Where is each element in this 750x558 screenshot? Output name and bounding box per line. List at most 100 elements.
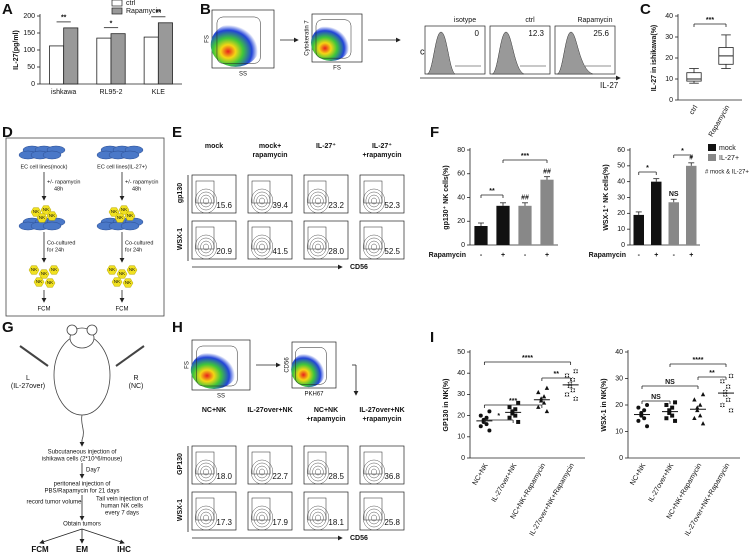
- histogram: [426, 31, 456, 75]
- point: [478, 424, 483, 429]
- point: [697, 413, 703, 418]
- histogram: [556, 31, 594, 75]
- nk-label: NK: [43, 207, 49, 212]
- site-label: (NC): [129, 383, 144, 390]
- contour: [368, 465, 380, 479]
- mouse-ear: [86, 324, 98, 336]
- nk-label: NK: [129, 267, 135, 272]
- y-tick-label: 60: [617, 147, 625, 154]
- nk-label: NK: [111, 209, 117, 214]
- x-tick-label: NC+NK: [629, 462, 647, 487]
- contour: [306, 188, 330, 214]
- hist-value: 25.6: [593, 29, 609, 38]
- bar: [540, 179, 554, 245]
- nk-cell: [114, 213, 126, 223]
- contour: [371, 468, 377, 476]
- contour: [362, 188, 386, 214]
- gate-value: 36.8: [384, 472, 400, 481]
- y-tick-label: 200: [23, 13, 35, 20]
- panel-label: H: [172, 319, 183, 336]
- x-tick-label: +: [654, 252, 658, 259]
- legend-label: Rapamycin: [126, 8, 161, 15]
- significance: *: [681, 148, 684, 155]
- legend-swatch: [708, 144, 716, 151]
- point: [695, 405, 700, 410]
- y-tick-label: 20: [457, 218, 465, 225]
- nk-cell: [48, 265, 60, 275]
- hist-value: 0: [475, 29, 480, 38]
- panel-label: A: [2, 1, 13, 18]
- contour: [362, 459, 386, 485]
- gate: [363, 226, 383, 250]
- point: [544, 385, 550, 390]
- gate: [363, 180, 383, 204]
- x-tick-label: KLE: [152, 89, 166, 96]
- nk-label: NK: [36, 279, 42, 284]
- nk-label: NK: [47, 280, 53, 285]
- point: [697, 402, 703, 407]
- contour: [306, 234, 330, 260]
- significance: ****: [693, 357, 704, 364]
- panel-frame: [5, 137, 165, 317]
- gate: [195, 497, 215, 521]
- nk-label: NK: [109, 267, 115, 272]
- x-tick-label: RL95-2: [100, 89, 123, 96]
- y-tick-label: 0: [461, 455, 465, 462]
- legend-note: # mock & IL-27+: [705, 170, 749, 176]
- x-tick-label: ishkawa: [51, 89, 76, 96]
- contour: [203, 468, 209, 476]
- point: [541, 400, 547, 405]
- point: [510, 411, 515, 416]
- contour: [194, 234, 218, 260]
- panel-label: I: [430, 329, 434, 346]
- bar: [633, 214, 644, 245]
- point: [642, 416, 647, 421]
- bar: [143, 36, 159, 85]
- density: [291, 352, 327, 388]
- contour: [250, 188, 274, 214]
- significance: **: [156, 10, 162, 17]
- column-header: mock+: [259, 143, 281, 150]
- step-label: EC cell lines(IL-27+): [97, 164, 147, 170]
- bar: [496, 205, 510, 245]
- nk-cell: [28, 265, 40, 275]
- y-axis-label: WSX-1⁺ NK cells(%): [602, 164, 610, 230]
- significance: *: [497, 413, 500, 420]
- nk-cell: [116, 269, 128, 279]
- point: [478, 413, 483, 418]
- x-axis-label: Rapamycin: [429, 252, 466, 259]
- syringe: [115, 345, 145, 367]
- x-tick-label: NC+NK: [472, 462, 490, 487]
- contour: [312, 194, 324, 208]
- contour: [259, 514, 265, 522]
- y-tick-label: 10: [617, 226, 625, 233]
- legend-label: ctrl: [126, 0, 136, 7]
- gate: [195, 180, 215, 204]
- point: [516, 419, 521, 424]
- y-tick-label: 80: [457, 147, 465, 154]
- significance: *: [646, 165, 649, 172]
- gate: [363, 451, 383, 475]
- panel-label: B: [200, 1, 211, 18]
- y-tick-label: 30: [665, 34, 673, 41]
- nk-cell: [38, 269, 50, 279]
- contour: [256, 511, 268, 525]
- gate-value: 15.6: [216, 201, 232, 210]
- point: [636, 405, 641, 410]
- gate-value: 22.7: [272, 472, 288, 481]
- site-label: L: [26, 375, 30, 382]
- contour: [312, 511, 324, 525]
- nk-label: NK: [39, 215, 45, 220]
- y-tick-label: 150: [23, 30, 35, 37]
- cell: [120, 221, 140, 231]
- cell: [42, 150, 62, 160]
- contour: [203, 243, 209, 251]
- density: [311, 24, 351, 62]
- nk-label: NK: [125, 280, 131, 285]
- row-label: WSX-1: [177, 228, 184, 250]
- point: [516, 400, 521, 405]
- gate-value: 20.9: [216, 247, 232, 256]
- point: [487, 409, 492, 414]
- y-tick-label: 40: [665, 13, 673, 20]
- bar: [651, 181, 662, 245]
